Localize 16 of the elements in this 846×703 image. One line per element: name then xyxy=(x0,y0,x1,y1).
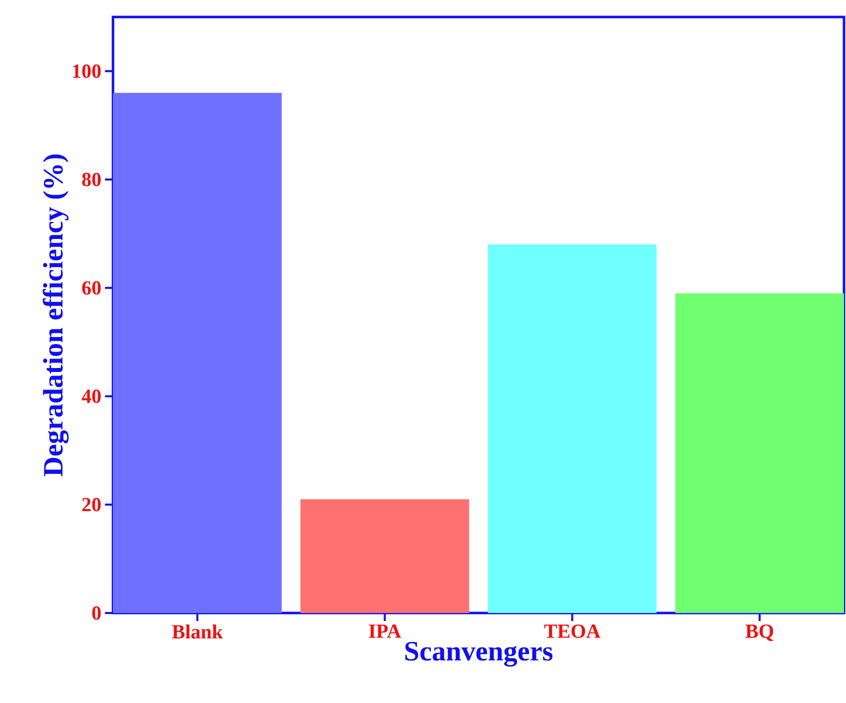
y-tick-label: 0 xyxy=(92,606,101,620)
bar xyxy=(113,92,282,613)
x-tick-label: IPA xyxy=(368,624,402,638)
y-tick-label: 100 xyxy=(73,64,101,78)
y-tick-label: 20 xyxy=(82,498,101,512)
x-tick-label: TEOA xyxy=(544,624,600,638)
bar xyxy=(488,244,657,613)
x-tick-label: BQ xyxy=(746,624,774,642)
y-tick-label: 60 xyxy=(82,281,101,295)
x-axis-title: Scanvengers xyxy=(405,642,552,667)
bar xyxy=(675,293,844,613)
y-tick-label: 40 xyxy=(82,390,101,404)
x-tick-label: Blank xyxy=(172,624,223,639)
y-axis-title: Degradation efficiency (%) xyxy=(42,154,69,476)
bar xyxy=(300,499,470,613)
y-tick-label: 80 xyxy=(82,172,101,186)
